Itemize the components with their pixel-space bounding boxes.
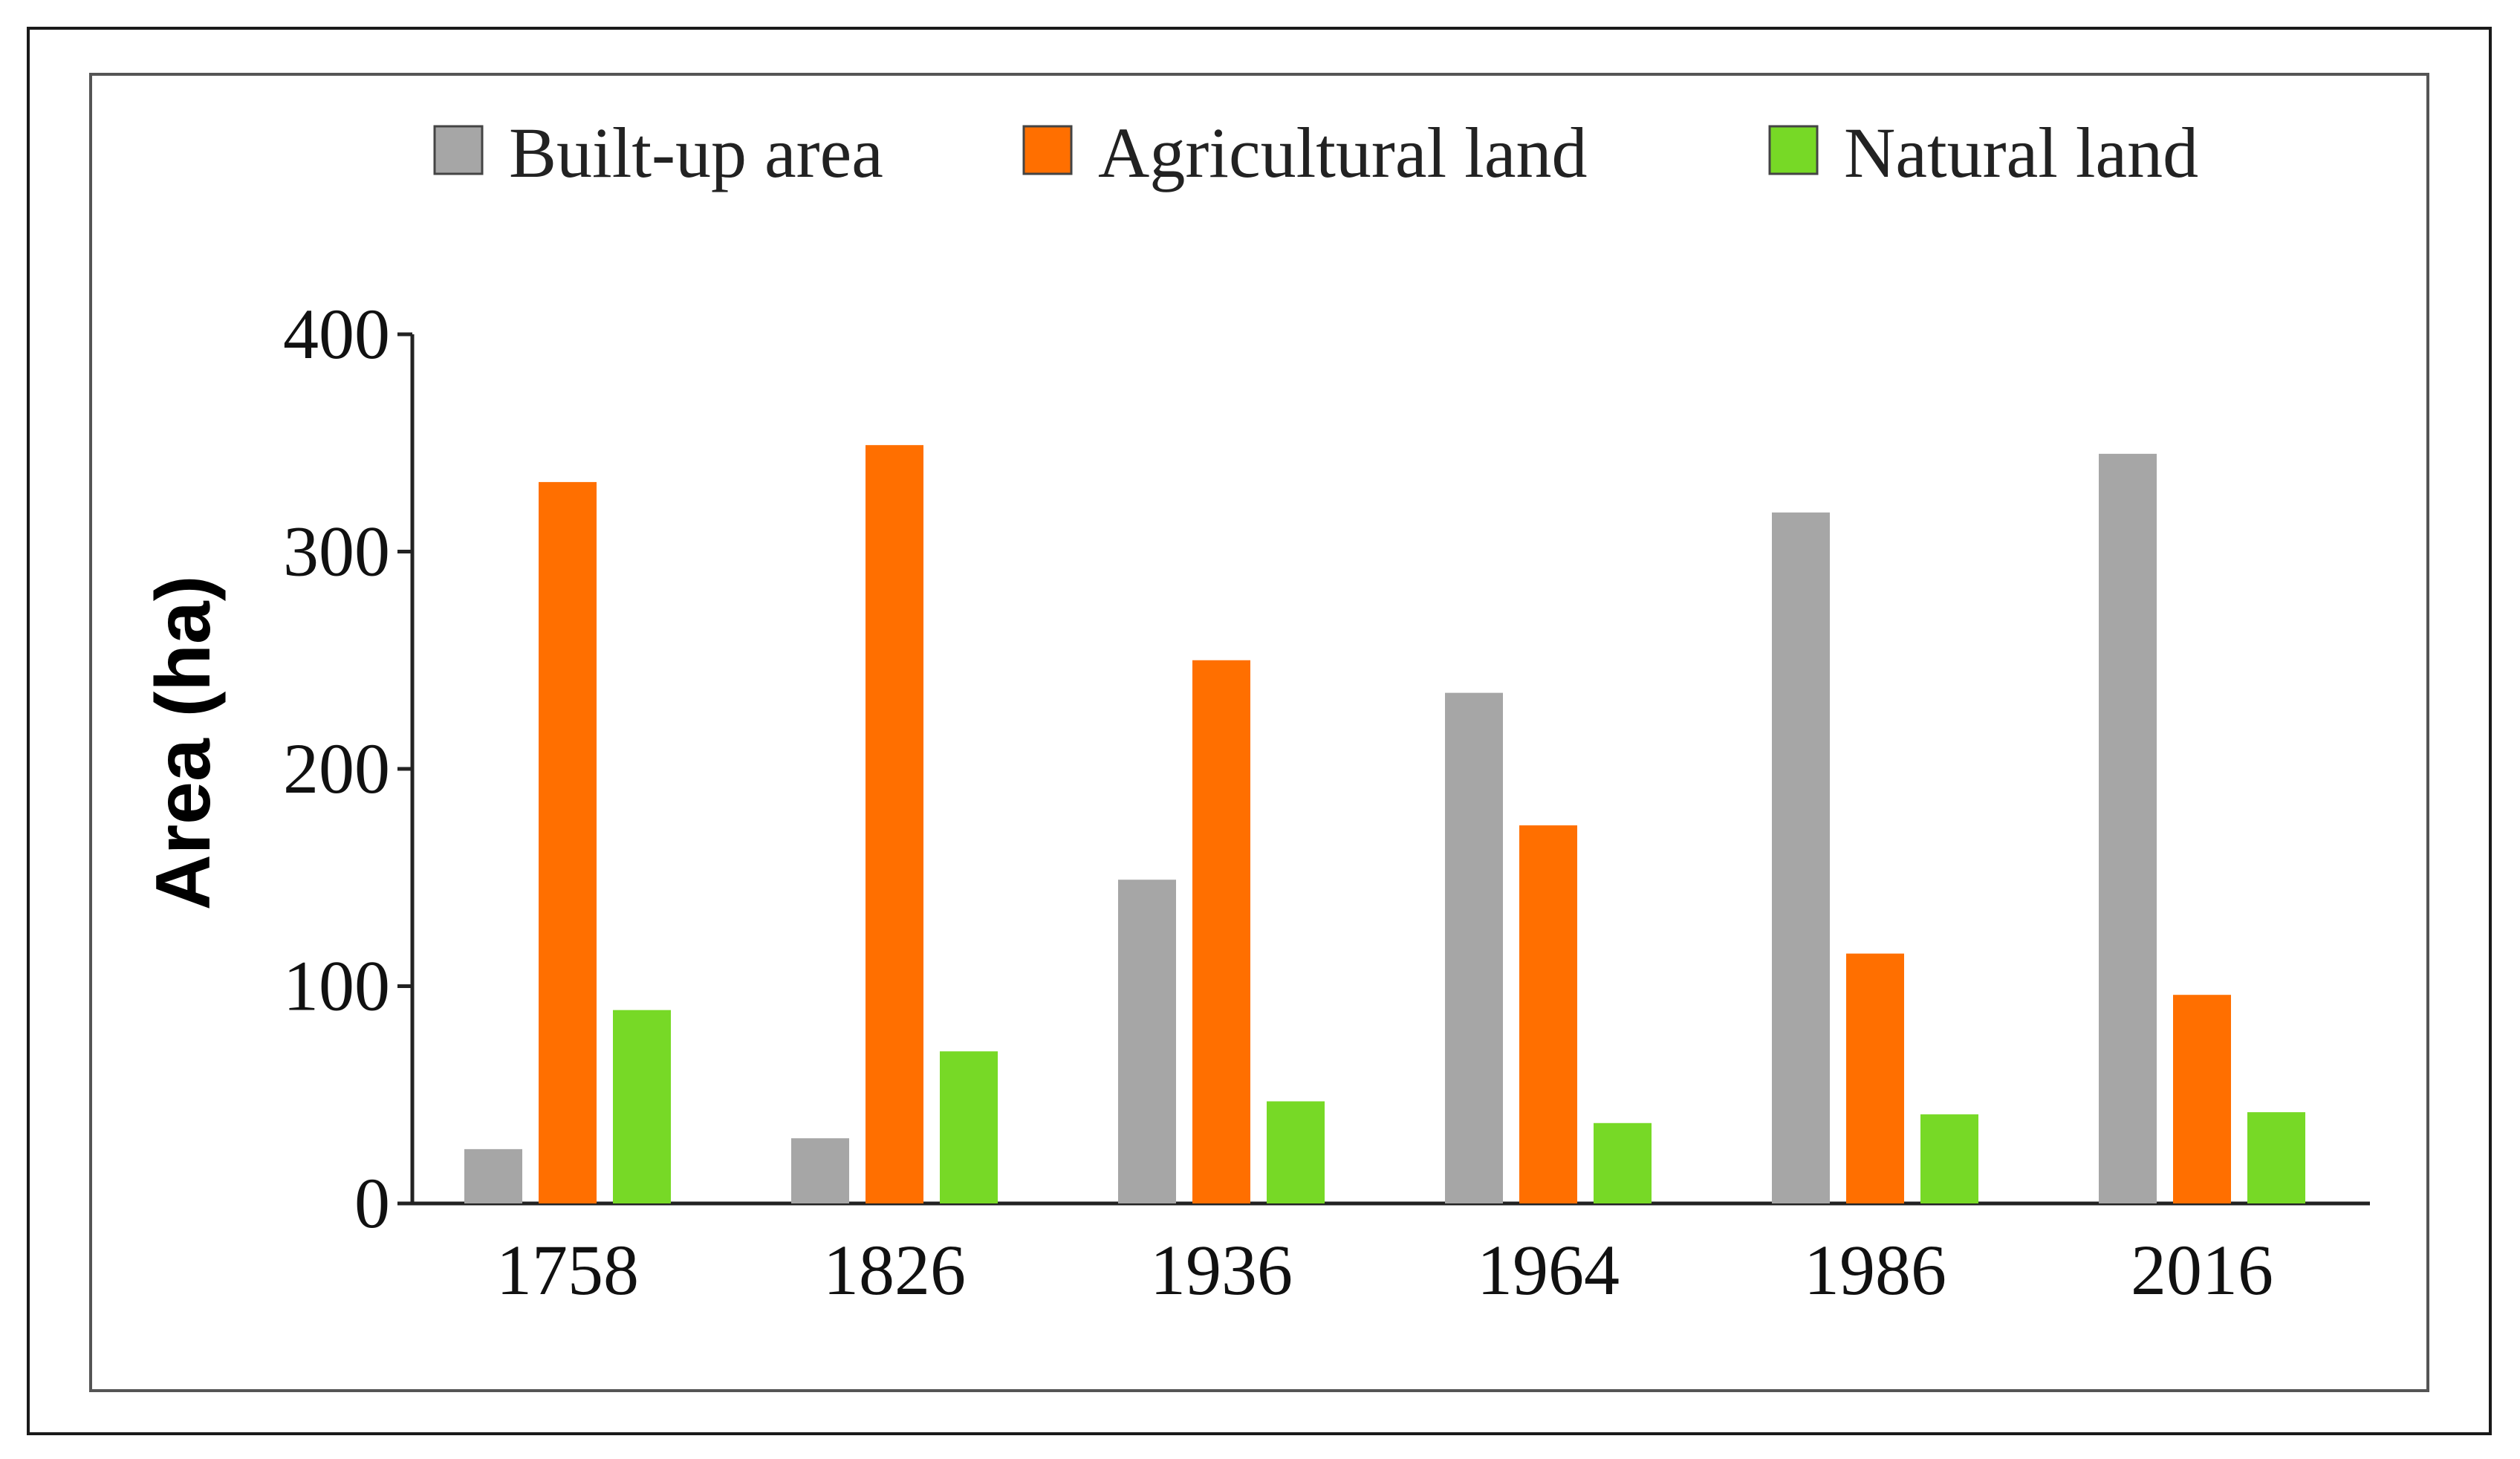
legend-label-natural-land: Natural land [1844, 113, 2198, 192]
bar-natural-land-1758 [613, 1010, 671, 1203]
figure-outer-border [27, 27, 2492, 1435]
legend-label-agricultural-land: Agricultural land [1098, 113, 1587, 192]
bar-built-up-area-1826 [791, 1138, 849, 1203]
bar-natural-land-1936 [1267, 1101, 1325, 1203]
bar-built-up-area-2016 [2099, 453, 2157, 1203]
x-axis-ticks: 1758 1826 1936 1964 1986 2016 [496, 1230, 2273, 1310]
x-tick-label-1826: 1826 [823, 1230, 966, 1310]
bar-built-up-area-1758 [464, 1148, 522, 1203]
legend-swatch-natural-land [1768, 125, 1819, 175]
axes [410, 334, 2370, 1206]
bar-agricultural-land-1964 [1519, 825, 1577, 1203]
legend-swatch-agricultural-land [1022, 125, 1073, 175]
legend: Built-up area Agricultural land Natural la… [433, 113, 2198, 192]
bar-natural-land-1826 [940, 1051, 998, 1203]
legend-swatch-built-up-area [433, 125, 484, 175]
bar-natural-land-2016 [2247, 1112, 2305, 1203]
bar-agricultural-land-2016 [2173, 995, 2231, 1203]
y-tick-label: 0 [354, 1163, 390, 1243]
y-axis-ticks: 0 100 200 300 400 [283, 294, 412, 1243]
x-tick-label-1986: 1986 [1804, 1230, 1946, 1310]
x-tick-label-2016: 2016 [2131, 1230, 2273, 1310]
y-axis-title: Area (ha) [140, 576, 227, 911]
bar-agricultural-land-1826 [866, 445, 923, 1203]
legend-label-built-up-area: Built-up area [509, 113, 883, 192]
x-tick-label-1964: 1964 [1477, 1230, 1620, 1310]
bar-agricultural-land-1936 [1192, 660, 1250, 1203]
x-tick-label-1936: 1936 [1150, 1230, 1293, 1310]
y-tick-label: 100 [283, 946, 390, 1026]
bar-natural-land-1986 [1920, 1114, 1978, 1203]
bar-natural-land-1964 [1594, 1122, 1652, 1203]
y-tick-label: 300 [283, 512, 390, 591]
bar-built-up-area-1964 [1445, 692, 1503, 1203]
bars [464, 445, 2305, 1203]
bar-built-up-area-1986 [1772, 512, 1830, 1203]
y-tick-label: 200 [283, 729, 390, 808]
x-tick-label-1758: 1758 [496, 1230, 639, 1310]
y-tick-label: 400 [283, 294, 390, 374]
bar-agricultural-land-1758 [539, 481, 597, 1203]
bar-built-up-area-1936 [1118, 880, 1176, 1203]
bar-agricultural-land-1986 [1846, 953, 1904, 1203]
